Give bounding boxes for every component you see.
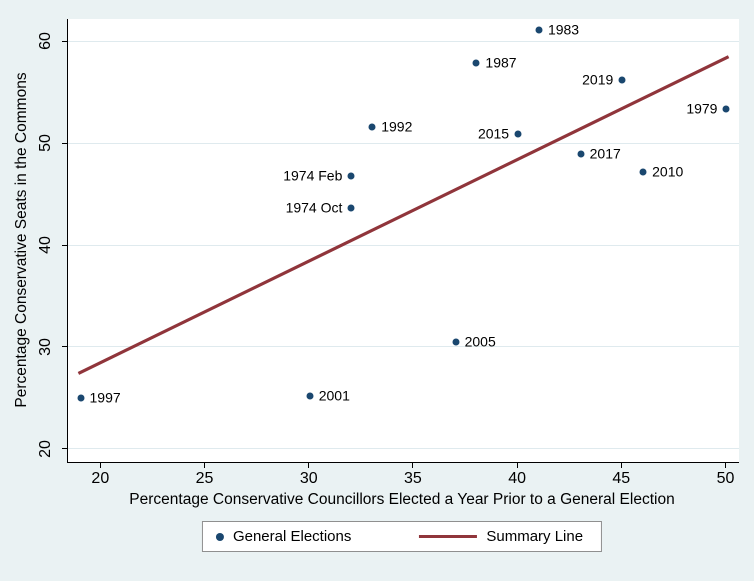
x-tick-label: 35 [404,470,422,487]
y-axis-title: Percentage Conservative Seats in the Com… [13,72,30,408]
y-tick [62,142,67,144]
scatter-point [514,130,522,138]
y-tick-label: 50 [37,134,54,153]
point-year-label: 1979 [686,100,718,117]
scatter-point [347,204,355,212]
point-year-label: 2019 [582,71,614,88]
x-tick-label: 30 [299,470,318,487]
y-tick-label: 30 [37,338,54,356]
x-tick-label: 40 [508,470,527,487]
summary-line-icon [419,535,478,538]
legend-item-summary-line: Summary Line [419,528,583,545]
scatter-point [618,76,626,84]
point-year-label: 2017 [589,146,621,163]
x-tick-label: 50 [716,470,735,487]
point-year-label: 2015 [477,125,510,142]
summary-line-layer [77,55,730,375]
x-axis-title: Percentage Conservative Councillors Elec… [129,491,675,508]
point-year-label: 2001 [318,387,350,404]
gridline [68,448,739,450]
point-year-label: 1987 [485,54,517,71]
x-tick [516,463,518,468]
x-tick [412,463,414,468]
point-year-label: 1983 [547,21,580,38]
x-tick-label: 25 [195,470,214,487]
x-tick [308,463,310,468]
legend: General Elections Summary Line [201,521,603,552]
x-tick [99,463,101,468]
legend-label-summary-line: Summary Line [486,528,584,545]
y-tick [62,346,67,348]
scatter-point [535,26,543,34]
point-year-label: 1974 Feb [283,167,343,184]
legend-item-general-elections: General Elections [215,528,352,545]
gridline [68,40,739,42]
scatter-dot-icon [215,532,224,541]
gridline [68,142,739,144]
point-year-label: 1997 [89,389,121,406]
scatter-point [639,168,647,176]
scatter-point [77,394,84,402]
scatter-point [577,150,585,158]
y-tick [62,448,67,450]
scatter-point [452,338,460,346]
gridline [68,244,739,246]
gridline [68,346,739,348]
summary-line [77,55,730,375]
scatter-point [722,105,730,113]
x-tick-label: 20 [91,470,110,487]
scatter-point [472,59,480,67]
plot-area: 1983 1987 2019 1979 1992 2015 2017 2010 1974 Feb… [67,19,739,463]
point-year-label: 1992 [381,118,413,135]
x-tick [204,463,206,468]
legend-label-general-elections: General Elections [232,528,352,545]
y-tick-label: 20 [37,439,54,458]
point-year-label: 2005 [464,333,496,350]
scatter-point [306,392,314,400]
y-tick [62,40,67,42]
y-tick-label: 60 [37,32,54,51]
point-year-label: 1974 Oct [285,200,343,217]
x-tick [724,463,726,468]
scatter-point [347,172,355,180]
x-tick [620,463,622,468]
y-tick-label: 40 [37,236,54,254]
point-year-label: 2010 [652,163,684,180]
y-tick [62,244,67,246]
x-tick-label: 45 [612,470,631,487]
scatter-point [368,123,376,131]
